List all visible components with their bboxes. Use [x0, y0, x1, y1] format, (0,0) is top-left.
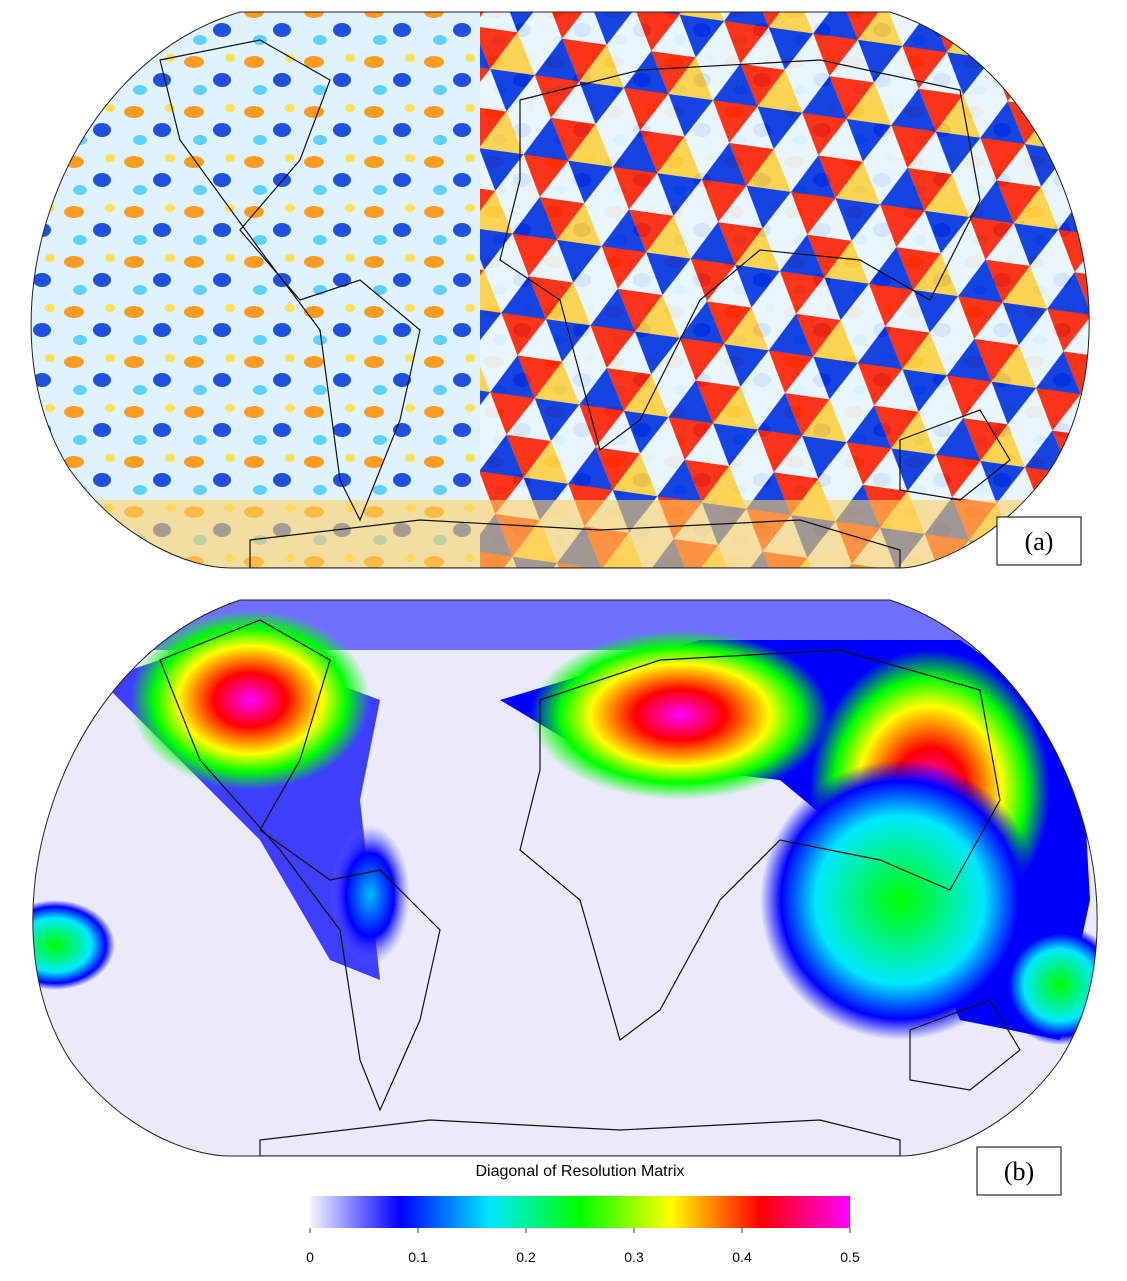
- colorbar-tick-label: 0.4: [732, 1249, 752, 1265]
- colorbar-tick-label: 0.1: [408, 1249, 428, 1265]
- colorbar-tick-label: 0: [306, 1249, 314, 1265]
- colorbar-tick-label: 0.2: [516, 1249, 536, 1265]
- colorbar-title: Diagonal of Resolution Matrix: [476, 1163, 685, 1180]
- colorbar: [310, 1196, 850, 1228]
- colorbar-tick-label: 0.3: [624, 1249, 644, 1265]
- panel-label: (b): [1004, 1157, 1034, 1186]
- page: (a) (b) Diagonal of Resolution Matrix 0 0…: [0, 0, 1127, 1281]
- figure: (a) (b) Diagonal of Resolution Matrix 0 0…: [0, 0, 1127, 1281]
- map-b: [0, 590, 1127, 1170]
- colorbar-tick-label: 0.5: [840, 1249, 860, 1265]
- map-a: [0, 0, 1127, 580]
- panel-label: (a): [1025, 527, 1054, 556]
